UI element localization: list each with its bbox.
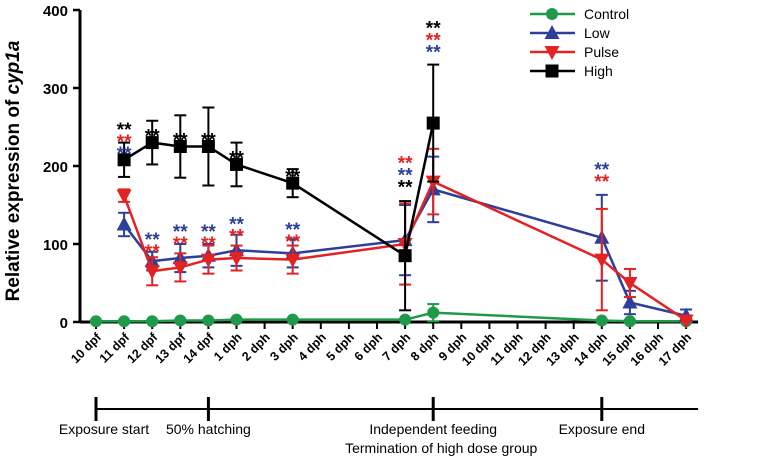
data-point-control [174, 314, 187, 327]
y-tick-label: 400 [43, 3, 68, 20]
data-point-control [286, 313, 299, 326]
data-point-high [201, 140, 215, 153]
x-tick-label: 1 dph [211, 330, 244, 363]
significance-asterisks: ** [229, 226, 244, 247]
significance-asterisks: ** [426, 18, 441, 39]
data-point-control [202, 314, 215, 327]
legend-marker-low [544, 25, 560, 39]
data-point-pulse [116, 189, 132, 204]
data-point-control [118, 315, 131, 328]
significance-asterisks: ** [398, 153, 413, 174]
data-point-control [230, 313, 243, 326]
data-point-pulse [144, 265, 160, 280]
timeline-label: 50% hatching [166, 421, 251, 437]
data-point-high [145, 136, 159, 150]
significance-asterisks: ** [426, 42, 441, 63]
significance-asterisks: ** [229, 214, 244, 235]
x-tick-label: 8 dph [408, 330, 441, 363]
significance-asterisks: ** [398, 177, 413, 198]
significance-asterisks: ** [201, 222, 216, 243]
timeline-label: Exposure end [559, 421, 645, 437]
legend-label-low: Low [584, 25, 611, 41]
x-tick-label: 7 dph [380, 330, 413, 363]
y-tick-label: 300 [43, 81, 68, 98]
y-axis-label-text: Relative expression of [3, 94, 24, 301]
y-tick-label: 200 [43, 159, 68, 176]
x-tick-label: 14 dpf [181, 330, 218, 367]
series-high [117, 63, 440, 312]
data-point-high [173, 140, 187, 153]
legend: Control Low Pulse High [530, 6, 629, 79]
x-tick-label: 13 dpf [152, 330, 189, 367]
legend-label-high: High [584, 63, 613, 79]
x-tick-label: 4 dph [295, 330, 328, 363]
significance-markers: ******** ** ********************** ********… [117, 18, 610, 263]
significance-asterisks: ** [117, 144, 132, 165]
significance-asterisks: ** [285, 167, 300, 188]
x-tick-label: 10 dpf [68, 330, 105, 367]
data-point-pulse [285, 253, 301, 268]
significance-asterisks: ** [229, 148, 244, 169]
timeline: Exposure start 50% hatching Independent fe… [59, 397, 699, 456]
timeline-label: Independent feeding [369, 421, 497, 437]
data-point-pulse [200, 253, 216, 268]
timeline-label: Exposure start [59, 421, 149, 437]
data-point-low [116, 216, 132, 231]
legend-label-pulse: Pulse [584, 44, 619, 60]
data-point-high [117, 153, 131, 167]
data-point-pulse [594, 253, 610, 268]
significance-asterisks: ** [145, 127, 160, 148]
x-tick-label: 5 dph [324, 330, 357, 363]
data-point-high [426, 116, 440, 130]
data-point-high [286, 176, 300, 190]
data-point-pulse [172, 261, 188, 276]
significance-asterisks: ** [145, 230, 160, 251]
data-point-pulse [229, 252, 244, 267]
significance-asterisks: ** [173, 234, 188, 255]
significance-asterisks: ** [594, 172, 609, 193]
significance-asterisks: ** [145, 242, 160, 263]
y-tick-label: 0 [60, 315, 68, 332]
significance-asterisks: ** [173, 222, 188, 243]
data-point-control [623, 315, 636, 328]
legend-marker-control [546, 8, 558, 20]
data-point-control [595, 314, 608, 327]
significance-asterisks: ** [173, 131, 188, 152]
data-point-control [427, 306, 440, 319]
significance-asterisks: ** [426, 30, 441, 51]
series-line-high [123, 122, 435, 258]
significance-asterisks: ** [594, 160, 609, 181]
data-point-pulse [678, 314, 694, 329]
data-point-low [622, 294, 638, 309]
significance-asterisks: ** [398, 165, 413, 186]
significance-asterisks: ** [285, 220, 300, 241]
data-point-control [399, 313, 412, 326]
y-axis-label: Relative expression of cyp1a [3, 40, 24, 301]
data-point-pulse [622, 277, 638, 291]
legend-label-control: Control [584, 6, 629, 22]
data-point-high [398, 249, 412, 263]
x-tick-label: 2 dph [239, 330, 272, 363]
significance-asterisks: ** [201, 131, 216, 152]
legend-marker-pulse [544, 46, 560, 60]
x-tick-label: 6 dph [352, 330, 385, 363]
data-point-high [230, 157, 243, 171]
significance-asterisks: ** [117, 120, 132, 141]
significance-asterisks: ** [285, 232, 300, 253]
x-tick-label: 3 dph [267, 330, 300, 363]
significance-asterisks: ** [201, 234, 216, 255]
data-point-control [146, 315, 159, 328]
significance-asterisks: ** [117, 132, 132, 153]
x-tick-label: 12 dpf [124, 330, 161, 367]
timeline-label-secondary: Termination of high dose group [345, 440, 537, 456]
y-tick-label: 100 [43, 237, 68, 254]
y-axis-label-gene: cyp1a [3, 40, 24, 94]
data-point-control [90, 315, 102, 328]
legend-marker-high [545, 64, 559, 78]
